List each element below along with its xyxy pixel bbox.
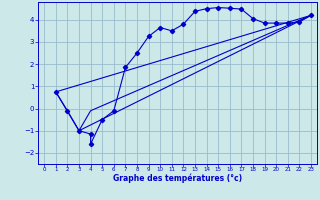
X-axis label: Graphe des températures (°c): Graphe des températures (°c) (113, 174, 242, 183)
